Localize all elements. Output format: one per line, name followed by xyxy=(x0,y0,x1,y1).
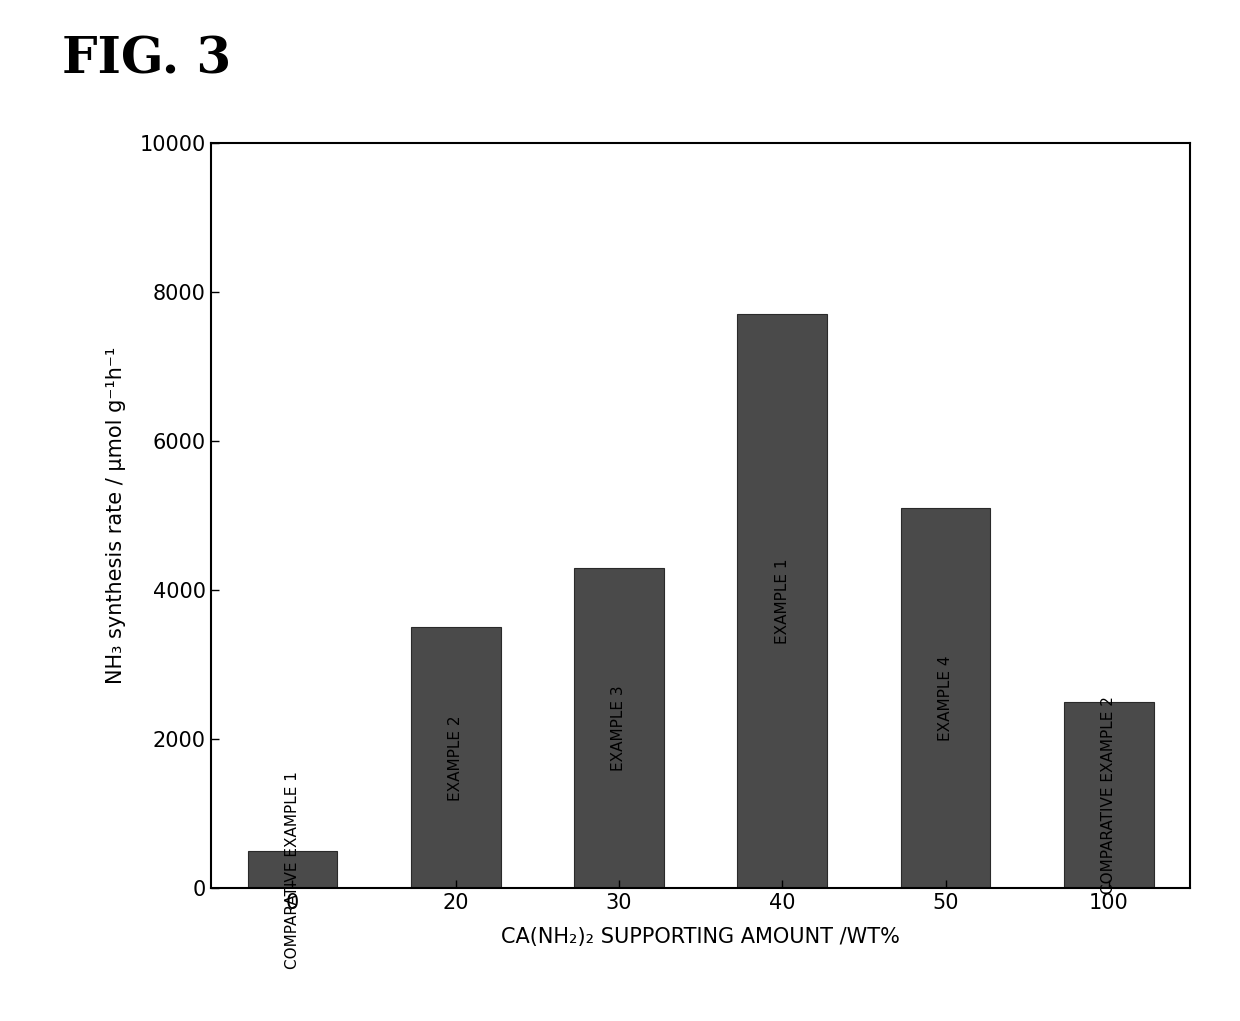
Bar xyxy=(574,568,663,888)
Bar xyxy=(1064,702,1153,888)
Bar xyxy=(738,314,827,888)
Bar xyxy=(248,852,337,888)
Text: EXAMPLE 3: EXAMPLE 3 xyxy=(611,685,626,771)
Y-axis label: NH₃ synthesis rate / μmol g⁻¹h⁻¹: NH₃ synthesis rate / μmol g⁻¹h⁻¹ xyxy=(105,347,125,684)
Text: COMPARATIVE EXAMPLE 2: COMPARATIVE EXAMPLE 2 xyxy=(1101,696,1116,894)
Text: EXAMPLE 4: EXAMPLE 4 xyxy=(937,655,954,741)
Text: FIG. 3: FIG. 3 xyxy=(62,36,231,85)
Text: COMPARATIVE EXAMPLE 1: COMPARATIVE EXAMPLE 1 xyxy=(285,771,300,969)
Bar xyxy=(410,627,501,888)
Bar xyxy=(900,508,991,888)
X-axis label: CA(NH₂)₂ SUPPORTING AMOUNT /WT%: CA(NH₂)₂ SUPPORTING AMOUNT /WT% xyxy=(501,927,900,947)
Text: EXAMPLE 2: EXAMPLE 2 xyxy=(448,715,464,800)
Text: EXAMPLE 1: EXAMPLE 1 xyxy=(775,558,790,644)
